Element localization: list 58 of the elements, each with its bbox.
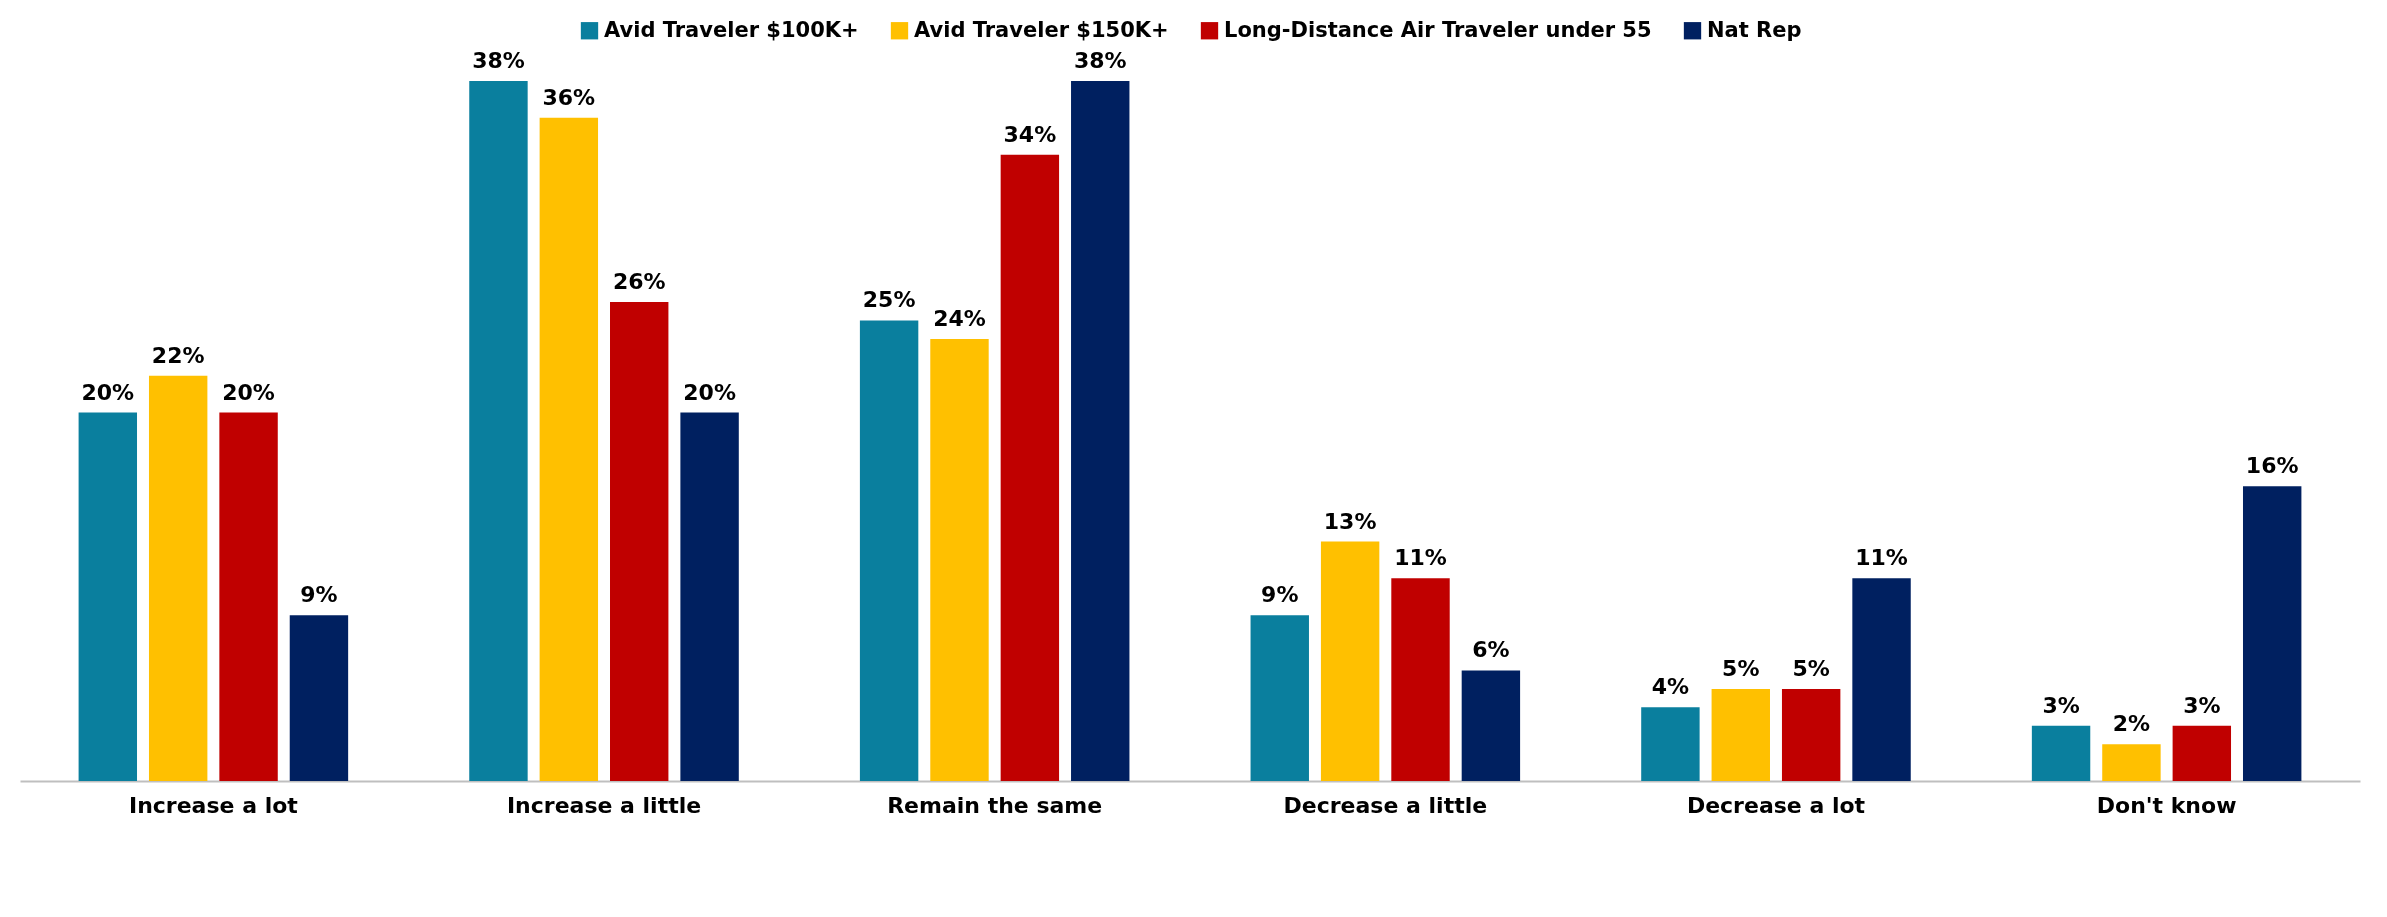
bar <box>148 375 208 781</box>
bar <box>2102 744 2161 781</box>
bar <box>2242 486 2302 781</box>
bar <box>859 320 919 781</box>
data-label: 38% <box>472 48 525 73</box>
data-label: 25% <box>862 287 916 313</box>
data-label: 38% <box>1073 48 1127 73</box>
legend-label: Long-Distance Air Traveler under 55 <box>1224 17 1652 42</box>
bar <box>930 338 989 781</box>
bar <box>1781 688 1841 781</box>
data-label: 20% <box>222 379 275 405</box>
data-label: 5% <box>1722 655 1760 681</box>
data-label: 16% <box>2245 453 2299 479</box>
data-label: 26% <box>612 269 666 295</box>
x-tick-label: Decrease a lot <box>1686 792 1866 818</box>
bar <box>289 615 349 781</box>
bar <box>2172 725 2232 781</box>
x-tick-label: Decrease a little <box>1283 792 1488 818</box>
legend-label: Avid Traveler $100K+ <box>604 17 859 42</box>
data-label: 22% <box>151 342 205 368</box>
data-label: 36% <box>542 84 596 110</box>
bar <box>680 412 739 781</box>
x-tick-label: Don't know <box>2096 792 2237 818</box>
data-label: 9% <box>1261 582 1299 608</box>
bar <box>539 117 599 781</box>
data-label: 34% <box>1003 121 1057 147</box>
data-label: 20% <box>81 379 135 405</box>
bar <box>1852 578 1911 781</box>
data-label: 3% <box>2183 692 2221 718</box>
bar <box>1641 707 1700 781</box>
data-label: 2% <box>2112 711 2151 737</box>
bar <box>1250 615 1309 781</box>
bar <box>1461 670 1521 781</box>
x-tick-label: Increase a little <box>506 792 702 818</box>
bar <box>1320 541 1380 781</box>
bar <box>2031 725 2091 781</box>
bar <box>469 81 528 781</box>
bar <box>1391 578 1450 781</box>
legend-label: Nat Rep <box>1707 17 1802 42</box>
x-tick-label: Increase a lot <box>128 792 299 818</box>
data-label: 5% <box>1792 655 1830 681</box>
data-label: 4% <box>1651 674 1690 700</box>
data-label: 9% <box>300 582 338 608</box>
data-label: 13% <box>1323 508 1377 534</box>
data-label: 20% <box>683 379 736 405</box>
bar <box>1711 688 1770 781</box>
data-label: 24% <box>933 305 986 331</box>
bar <box>1000 154 1060 781</box>
bar <box>219 412 278 781</box>
x-tick-label: Remain the same <box>887 792 1103 818</box>
data-label: 11% <box>1394 545 1447 571</box>
data-label: 11% <box>1855 545 1908 571</box>
data-label: 3% <box>2042 692 2080 718</box>
legend-label: Avid Traveler $150K+ <box>914 17 1169 42</box>
bar <box>1071 81 1130 781</box>
bar <box>610 302 669 781</box>
data-label: 6% <box>1472 637 1510 663</box>
bar <box>78 412 138 781</box>
